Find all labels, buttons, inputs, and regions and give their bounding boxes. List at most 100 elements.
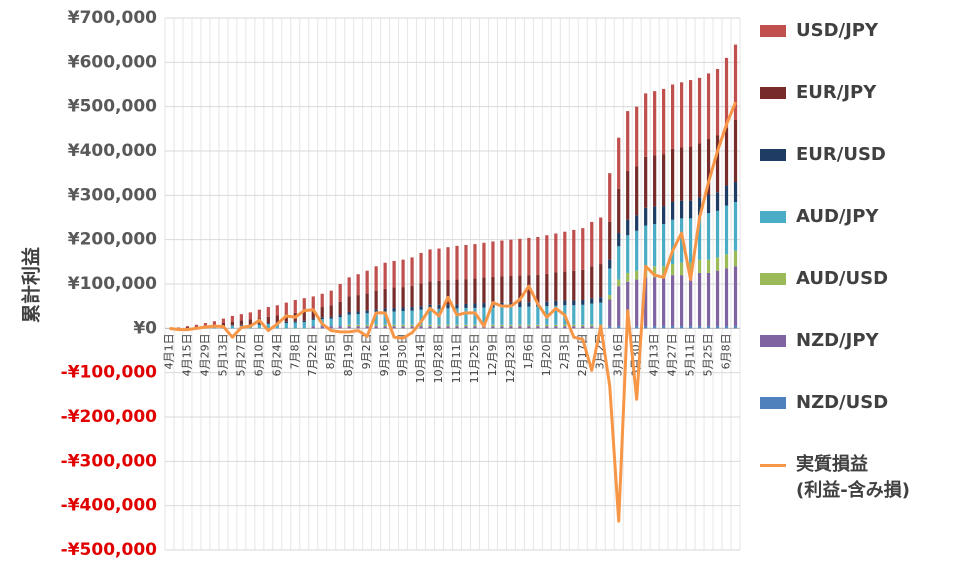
bar-segment: [554, 272, 558, 301]
bar-segment: [302, 311, 306, 321]
bar-segment: [320, 307, 324, 318]
bar-segment: [608, 299, 612, 327]
bar-segment: [392, 324, 396, 327]
bar-segment: [617, 188, 621, 234]
bar-segment: [626, 219, 630, 236]
bar-segment: [527, 324, 531, 327]
bar-segment: [572, 229, 576, 271]
y-tick-label: ¥400,000: [68, 141, 157, 161]
bar-segment: [392, 307, 396, 312]
bar-segment: [284, 323, 288, 329]
bar-segment: [428, 324, 432, 327]
bar-segment: [338, 326, 342, 329]
x-tick-label: 4月29日: [198, 333, 211, 376]
bar-segment: [626, 272, 630, 282]
bar-segment: [356, 295, 360, 312]
bar-segment: [554, 305, 558, 325]
bar-segment: [401, 311, 405, 325]
bar-segment: [311, 319, 315, 327]
bar-segment: [284, 302, 288, 315]
bar-segment: [230, 325, 234, 329]
bar-segment: [653, 206, 657, 225]
bar-segment: [500, 307, 504, 325]
bar-segment: [482, 277, 486, 304]
bar-segment: [329, 318, 333, 327]
bar-segment: [293, 322, 297, 329]
bar-segment: [383, 326, 387, 329]
bar-segment: [581, 299, 585, 305]
bar-segment: [554, 300, 558, 306]
bar-segment: [491, 307, 495, 325]
bar-segment: [401, 324, 405, 327]
bar-segment: [419, 252, 423, 284]
bar-segment: [536, 324, 540, 327]
bar-segment: [662, 88, 666, 155]
bar-segment: [356, 311, 360, 315]
bar-segment: [320, 293, 324, 308]
bar-segment: [697, 215, 702, 260]
bar-segment: [608, 173, 612, 222]
bar-segment: [599, 297, 603, 303]
bar-segment: [581, 326, 585, 329]
x-tick-label: 6月24日: [270, 333, 283, 376]
bar-segment: [590, 303, 594, 325]
bar-segment: [671, 84, 675, 149]
bar-segment: [697, 259, 702, 273]
bar-segment: [185, 326, 190, 328]
bar-segment: [697, 197, 702, 216]
bar-segment: [688, 80, 693, 147]
bar-segment: [482, 303, 486, 308]
x-tick-label: 5月11日: [684, 333, 697, 376]
bar-segment: [293, 299, 297, 313]
bar-segment: [554, 326, 558, 329]
bar-segment: [563, 271, 567, 301]
legend-swatch: [760, 87, 786, 99]
bar-segment: [608, 326, 612, 329]
bar-segment: [679, 262, 684, 276]
bar-segment: [473, 307, 477, 325]
legend-swatch: [760, 464, 786, 467]
bar-segment: [275, 315, 279, 323]
bar-segment: [473, 303, 477, 308]
x-tick-label: 4月27日: [666, 333, 679, 376]
y-tick-label: ¥500,000: [68, 97, 157, 117]
bar-segment: [473, 326, 477, 329]
bar-segment: [644, 225, 648, 268]
legend-item: NZD/JPY: [760, 328, 879, 354]
bar-segment: [581, 228, 585, 270]
bar-segment: [284, 321, 288, 324]
bar-segment: [527, 237, 531, 276]
bar-segment: [320, 326, 324, 329]
bar-segment: [365, 326, 369, 329]
bar-segment: [230, 321, 234, 326]
legend-swatch: [760, 25, 786, 37]
x-tick-label: 1月6日: [522, 333, 535, 369]
bar-segment: [311, 296, 315, 309]
bar-segment: [590, 324, 594, 327]
x-tick-label: 6月8日: [720, 333, 733, 369]
bar-segment: [383, 311, 387, 325]
bar-segment: [715, 257, 720, 271]
bar-segment: [671, 326, 675, 329]
legend-item: EUR/JPY: [760, 80, 876, 106]
legend-label: NZD/USD: [796, 392, 889, 413]
bar-segment: [266, 307, 270, 317]
bar-segment: [733, 182, 738, 202]
bar-segment: [212, 321, 217, 325]
bar-segment: [257, 309, 261, 319]
bar-segment: [662, 154, 666, 207]
bar-segment: [275, 305, 279, 316]
bar-segment: [500, 276, 504, 303]
bar-segment: [671, 201, 675, 220]
bar-segment: [455, 308, 459, 325]
bar-segment: [329, 326, 333, 329]
y-tick-label: ¥600,000: [68, 52, 157, 72]
bar-segment: [329, 290, 333, 306]
x-tick-label: 11月11日: [450, 333, 463, 383]
bar-segment: [688, 262, 693, 276]
bar-segment: [446, 280, 450, 305]
bar-segment: [428, 281, 432, 305]
bar-segment: [293, 321, 297, 323]
